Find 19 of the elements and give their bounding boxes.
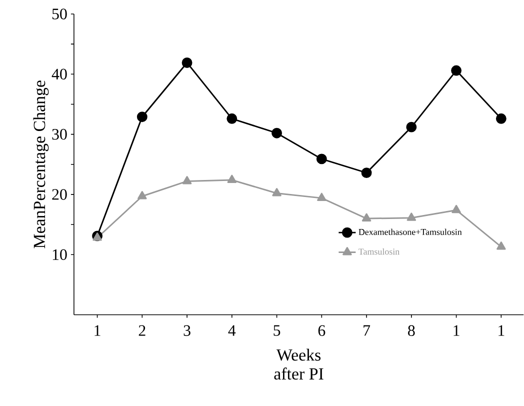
- y-tick-label: 30: [52, 129, 67, 140]
- x-tick-label: 6: [318, 325, 326, 336]
- y-tick-label: 20: [52, 189, 67, 200]
- x-tick-label: 8: [408, 325, 415, 336]
- x-tick-label: 1: [454, 325, 460, 336]
- legend-label: Tamsulosin: [358, 248, 400, 255]
- y-tick-label: 40: [52, 68, 67, 80]
- y-tick-label: 50: [52, 8, 67, 20]
- x-tick-label: 1: [94, 325, 100, 336]
- x-axis-title: Weeks after PI: [274, 348, 324, 380]
- x-tick-label: 4: [228, 325, 236, 336]
- y-tick-label: 10: [52, 249, 67, 260]
- x-tick-label: 3: [184, 325, 190, 336]
- legend-label: Dexamethasone+Tamsulosin: [358, 228, 462, 236]
- x-tick-label: 1: [498, 325, 504, 336]
- x-tick-label: 7: [364, 325, 370, 336]
- x-tick-label: 2: [138, 325, 146, 336]
- y-axis-title: MeanPercentage Change: [33, 80, 49, 248]
- x-tick-label: 5: [274, 325, 280, 336]
